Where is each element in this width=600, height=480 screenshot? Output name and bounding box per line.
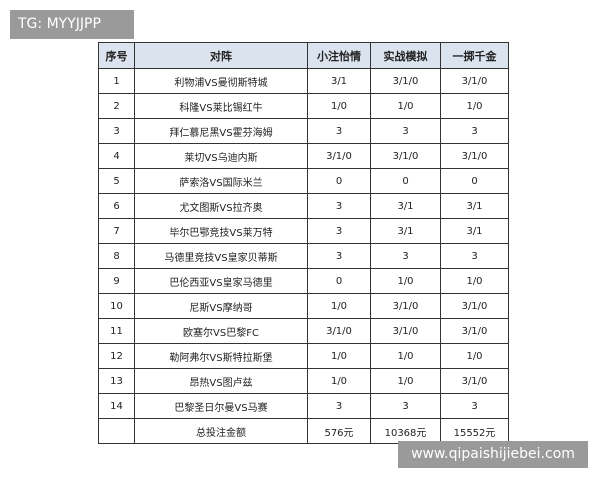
table-cell: 3/1/0 — [440, 368, 509, 394]
table-cell — [98, 418, 135, 444]
table-cell: 昂热VS图卢兹 — [134, 368, 308, 394]
table-cell: 1/0 — [370, 93, 441, 119]
table-cell: 巴伦西亚VS皇家马德里 — [134, 268, 308, 294]
table-cell: 毕尔巴鄂竞技VS莱万特 — [134, 218, 308, 244]
table-cell: 1/0 — [307, 343, 371, 369]
table-cell: 3/1/0 — [370, 318, 441, 344]
table-cell: 3 — [370, 118, 441, 144]
bet-table: 序号 对阵 小注怡情 实战模拟 一掷千金 1 利物浦VS曼彻斯特城 3/1 3/1/0… — [98, 42, 509, 444]
table-header: 序号 对阵 小注怡情 实战模拟 一掷千金 — [98, 42, 509, 69]
table-cell: 3/1/0 — [440, 318, 509, 344]
table-cell: 3 — [98, 118, 135, 144]
table-cell: 3 — [307, 118, 371, 144]
table-cell: 尼斯VS摩纳哥 — [134, 293, 308, 319]
table-cell: 3 — [307, 193, 371, 219]
table-row: 7 毕尔巴鄂竞技VS莱万特 3 3/1 3/1 — [98, 218, 509, 244]
table-cell: 1/0 — [307, 293, 371, 319]
table-row: 8 马德里竞技VS皇家贝蒂斯 3 3 3 — [98, 243, 509, 269]
table-row: 9 巴伦西亚VS皇家马德里 0 1/0 1/0 — [98, 268, 509, 294]
table-cell: 0 — [440, 168, 509, 194]
table-cell: 0 — [370, 168, 441, 194]
table-cell: 3/1 — [440, 193, 509, 219]
table-cell: 4 — [98, 143, 135, 169]
table-row: 14 巴黎圣日尔曼VS马赛 3 3 3 — [98, 393, 509, 419]
table-cell: 尤文图斯VS拉齐奥 — [134, 193, 308, 219]
table-cell: 1/0 — [370, 343, 441, 369]
table-cell: 3 — [440, 118, 509, 144]
table-cell: 576元 — [307, 418, 371, 444]
table-cell: 3 — [440, 243, 509, 269]
table-cell: 3/1/0 — [440, 293, 509, 319]
table-cell: 莱切VS乌迪内斯 — [134, 143, 308, 169]
table-row: 5 萨索洛VS国际米兰 0 0 0 — [98, 168, 509, 194]
table-cell: 3/1/0 — [440, 143, 509, 169]
table-cell: 1/0 — [440, 93, 509, 119]
header-match: 对阵 — [134, 42, 308, 69]
table-cell: 3/1 — [370, 193, 441, 219]
table-cell: 0 — [307, 268, 371, 294]
table-row: 13 昂热VS图卢兹 1/0 1/0 3/1/0 — [98, 368, 509, 394]
table-row: 1 利物浦VS曼彻斯特城 3/1 3/1/0 3/1/0 — [98, 68, 509, 94]
table-cell: 0 — [307, 168, 371, 194]
table-row: 4 莱切VS乌迪内斯 3/1/0 3/1/0 3/1/0 — [98, 143, 509, 169]
table-cell: 3/1/0 — [307, 143, 371, 169]
table-cell: 6 — [98, 193, 135, 219]
table-cell: 科隆VS莱比锡红牛 — [134, 93, 308, 119]
table-cell: 1/0 — [440, 268, 509, 294]
table-cell: 3/1 — [440, 218, 509, 244]
table-cell: 马德里竞技VS皇家贝蒂斯 — [134, 243, 308, 269]
table-cell: 3/1/0 — [370, 68, 441, 94]
table-cell: 1/0 — [370, 368, 441, 394]
header-index: 序号 — [98, 42, 135, 69]
table-cell: 勒阿弗尔VS斯特拉斯堡 — [134, 343, 308, 369]
table-cell: 10368元 — [370, 418, 441, 444]
table-row: 10 尼斯VS摩纳哥 1/0 3/1/0 3/1/0 — [98, 293, 509, 319]
table-cell: 2 — [98, 93, 135, 119]
table-cell: 14 — [98, 393, 135, 419]
overlay-label: TG: MYYJJPP — [10, 10, 134, 39]
table-cell: 12 — [98, 343, 135, 369]
table-cell: 3/1/0 — [440, 68, 509, 94]
table-cell: 萨索洛VS国际米兰 — [134, 168, 308, 194]
table-cell: 1/0 — [440, 343, 509, 369]
table-cell: 3/1 — [370, 218, 441, 244]
table-row: 3 拜仁慕尼黑VS霍芬海姆 3 3 3 — [98, 118, 509, 144]
table-cell: 3 — [370, 393, 441, 419]
table-cell: 3 — [370, 243, 441, 269]
header-sim: 实战模拟 — [370, 42, 441, 69]
table-row: 12 勒阿弗尔VS斯特拉斯堡 1/0 1/0 1/0 — [98, 343, 509, 369]
table-cell: 5 — [98, 168, 135, 194]
table-cell: 8 — [98, 243, 135, 269]
table-cell: 13 — [98, 368, 135, 394]
table-row: 2 科隆VS莱比锡红牛 1/0 1/0 1/0 — [98, 93, 509, 119]
table-cell: 3/1/0 — [370, 293, 441, 319]
watermark: www.qipaishijiebei.com — [398, 441, 588, 468]
header-small: 小注怡情 — [307, 42, 371, 69]
table-cell: 3/1 — [307, 68, 371, 94]
table-cell: 1/0 — [307, 368, 371, 394]
table-cell: 3 — [307, 243, 371, 269]
table-cell: 欧塞尔VS巴黎FC — [134, 318, 308, 344]
table-cell: 3/1/0 — [307, 318, 371, 344]
table-cell: 3 — [307, 218, 371, 244]
table-cell: 拜仁慕尼黑VS霍芬海姆 — [134, 118, 308, 144]
table-cell: 3 — [440, 393, 509, 419]
table-cell: 1/0 — [370, 268, 441, 294]
table-cell: 9 — [98, 268, 135, 294]
table-cell: 7 — [98, 218, 135, 244]
header-big: 一掷千金 — [440, 42, 509, 69]
table-cell: 11 — [98, 318, 135, 344]
table-row: 11 欧塞尔VS巴黎FC 3/1/0 3/1/0 3/1/0 — [98, 318, 509, 344]
table-cell: 巴黎圣日尔曼VS马赛 — [134, 393, 308, 419]
table-cell: 3/1/0 — [370, 143, 441, 169]
table-cell: 总投注金额 — [134, 418, 308, 444]
table-cell: 3 — [307, 393, 371, 419]
table-cell: 利物浦VS曼彻斯特城 — [134, 68, 308, 94]
table-cell: 10 — [98, 293, 135, 319]
total-row: 总投注金额 576元 10368元 15552元 — [98, 418, 509, 444]
table-cell: 1/0 — [307, 93, 371, 119]
table-cell: 1 — [98, 68, 135, 94]
table-cell: 15552元 — [440, 418, 509, 444]
table-row: 6 尤文图斯VS拉齐奥 3 3/1 3/1 — [98, 193, 509, 219]
